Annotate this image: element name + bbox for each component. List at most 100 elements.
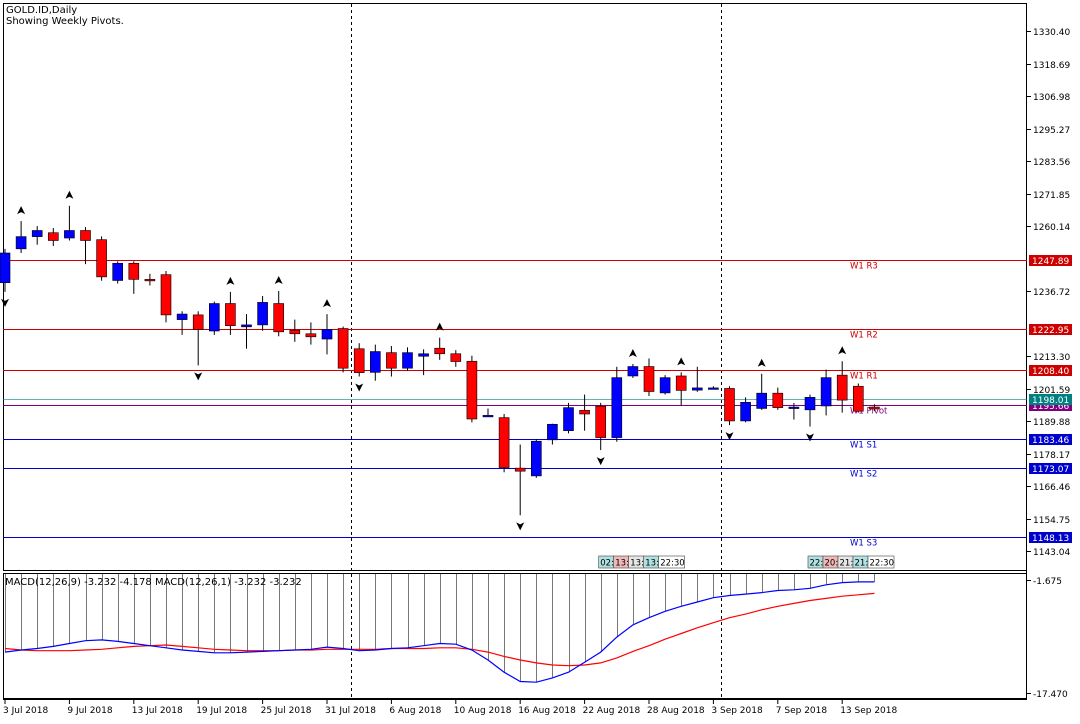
session-box xyxy=(658,555,686,569)
candle xyxy=(514,444,526,516)
fractal-up-arrow xyxy=(274,276,283,285)
date-tick-label: 6 Aug 2018 xyxy=(389,706,441,716)
level-price-label: 1173.07 xyxy=(1032,465,1069,475)
fractal-up-arrow xyxy=(435,322,444,331)
fractal-up-arrow xyxy=(757,358,766,367)
price-tick-label: 1236.72 xyxy=(1033,288,1070,298)
fractal-up-arrow xyxy=(65,190,74,199)
candle-body xyxy=(852,385,864,412)
candle xyxy=(595,402,607,451)
price-tick-label: 1166.46 xyxy=(1033,483,1070,493)
date-tick-label: 19 Jul 2018 xyxy=(196,706,247,716)
price-axis: 1330.40 1318.69 1306.98 1295.27 1283.56 1271.… xyxy=(1027,28,1070,700)
price-tick-label: 1318.69 xyxy=(1033,61,1070,71)
candle-body xyxy=(820,377,832,407)
candle-body xyxy=(257,302,268,326)
date-tick-label: 28 Aug 2018 xyxy=(647,706,705,716)
candle xyxy=(144,273,156,286)
candle-body xyxy=(209,303,220,332)
session-time-label: 22:30 xyxy=(870,559,895,569)
current-price-label: 1198.01 xyxy=(1032,396,1069,406)
candle xyxy=(579,394,590,431)
session-time-label: 13: xyxy=(630,559,644,569)
level-price-tag xyxy=(1029,434,1072,445)
candle-body xyxy=(305,333,317,338)
macd-label: MACD(12,26,9) -3.232 -4.178 MACD(12,26,1… xyxy=(5,577,302,588)
candle xyxy=(64,205,75,241)
candle-body xyxy=(96,239,107,278)
candle-body xyxy=(337,328,349,369)
candle xyxy=(434,337,446,360)
symbol-label: GOLD.ID,Daily xyxy=(6,5,77,16)
candle-body xyxy=(756,392,768,409)
level-name: W1 R2 xyxy=(850,331,878,341)
candle-body xyxy=(402,352,413,369)
candle xyxy=(530,438,542,478)
candle xyxy=(369,344,381,381)
fractal-up-arrow xyxy=(677,357,686,366)
candle-body xyxy=(530,440,542,477)
fractal-down-arrow xyxy=(355,383,364,392)
candle xyxy=(112,261,123,284)
candle-body xyxy=(369,351,381,373)
candle-body xyxy=(675,375,687,391)
price-tick-label: 1213.30 xyxy=(1033,353,1070,363)
session-time-label: 02: xyxy=(600,559,614,569)
session-time-label: 13: xyxy=(615,559,629,569)
price-tick-label: 1154.75 xyxy=(1033,516,1070,526)
price-tick-label: 1306.98 xyxy=(1033,93,1070,103)
candle-body xyxy=(160,274,172,316)
candle xyxy=(788,402,800,420)
candle xyxy=(611,366,623,442)
candle-body xyxy=(788,406,800,409)
candle xyxy=(241,314,252,349)
date-tick-label: 13 Jul 2018 xyxy=(132,706,183,716)
level-name: W1 R1 xyxy=(850,372,878,382)
fractal-down-arrow xyxy=(806,433,814,442)
candle xyxy=(836,361,848,413)
candle xyxy=(418,349,429,376)
candle-body xyxy=(128,262,140,280)
candle-body xyxy=(47,232,59,241)
fractal-down-arrow xyxy=(1,298,9,307)
price-tick-label: 1189.88 xyxy=(1033,418,1070,428)
candle xyxy=(547,423,558,445)
candle-body xyxy=(112,262,123,281)
candle xyxy=(0,248,11,292)
level-price-label: 1195.66 xyxy=(1032,402,1069,412)
candle xyxy=(498,413,510,473)
candles xyxy=(0,205,880,516)
level-price-tag xyxy=(1029,255,1072,266)
price-tick-label: 1178.17 xyxy=(1033,451,1070,461)
macd-main-line xyxy=(4,581,875,683)
session-time-label: 22: xyxy=(810,559,824,569)
candle xyxy=(128,261,140,294)
candle xyxy=(337,326,349,373)
session-time-label: 22:30 xyxy=(660,559,685,569)
candle xyxy=(804,394,816,427)
candle xyxy=(869,404,880,412)
candle xyxy=(289,319,301,342)
candle-body xyxy=(740,402,751,422)
candle-body xyxy=(289,329,301,335)
fractal-down-arrow xyxy=(596,457,605,466)
candle-body xyxy=(836,374,848,401)
date-tick-label: 22 Aug 2018 xyxy=(583,706,641,716)
price-tick-label: 1271.85 xyxy=(1033,191,1070,201)
candle-body xyxy=(466,360,478,420)
fractal-up-arrow xyxy=(323,299,331,308)
candle-body xyxy=(772,392,784,408)
candle-body xyxy=(225,303,236,327)
candle xyxy=(627,364,639,378)
candle-body xyxy=(64,230,75,239)
level-name: W1 R3 xyxy=(850,262,878,272)
candle-body xyxy=(434,347,446,355)
candle-body xyxy=(450,353,462,362)
candle xyxy=(176,311,188,335)
candle-body xyxy=(176,313,188,320)
candle xyxy=(96,236,107,281)
pivot-subtitle: Showing Weekly Pivots. xyxy=(6,16,124,27)
session-time-label: 21: xyxy=(840,559,854,569)
price-tick-label: 1330.40 xyxy=(1033,28,1070,38)
